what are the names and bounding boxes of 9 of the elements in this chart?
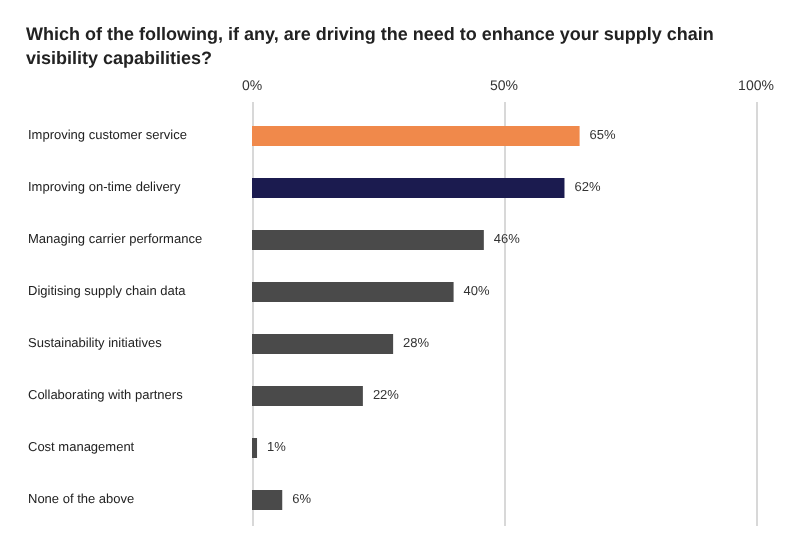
chart-title: Which of the following, if any, are driving the need to enhance your supply chain visibility capabilities? — [26, 24, 719, 68]
bar — [252, 126, 580, 146]
bar — [252, 386, 363, 406]
bar — [252, 490, 283, 510]
bar — [252, 178, 565, 198]
bar — [252, 334, 394, 354]
bar — [252, 230, 484, 250]
bar — [252, 438, 258, 458]
bar — [252, 282, 454, 302]
